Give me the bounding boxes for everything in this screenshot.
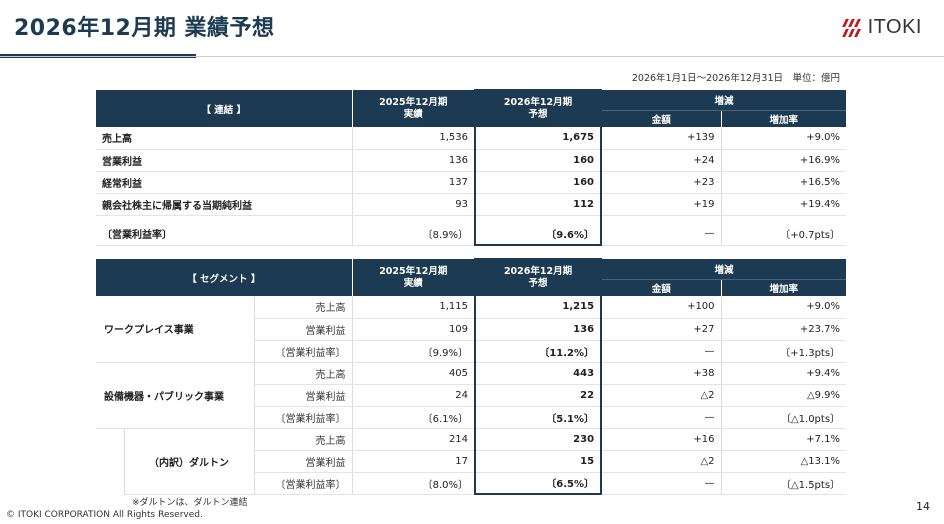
period-and-unit: 2026年1月1日～2026年12月31日 単位：億円 bbox=[631, 73, 840, 84]
header-prev-year: 2025年12月期 実績 bbox=[351, 259, 476, 296]
table-row: 営業利益 24 22 △2 △9.9% bbox=[96, 384, 847, 407]
header-rate: 増加率 bbox=[720, 109, 847, 127]
footnote: ※ダルトンは、ダルトン連結 bbox=[132, 498, 248, 508]
table-row: 〔営業利益率〕 〔6.1%〕 〔5.1%〕 — 〔△1.0pts〕 bbox=[96, 406, 847, 429]
table-row: 〔営業利益率〕 〔8.0%〕 〔6.5%〕 — 〔△1.5pts〕 bbox=[96, 472, 847, 495]
table-row: 〔営業利益率〕 〔9.9%〕 〔11.2%〕 — 〔+1.3pts〕 bbox=[96, 340, 847, 363]
logo-text: ITOKI bbox=[867, 16, 922, 38]
header-forecast: 2026年12月期 予想 bbox=[474, 89, 602, 127]
logo-mark-icon bbox=[841, 17, 864, 39]
table-row: 親会社株主に帰属する当期純利益 93 112 +19 +19.4% bbox=[96, 193, 847, 216]
table-row: 経常利益 137 160 +23 +16.5% bbox=[96, 171, 847, 194]
table-row-margin: 〔営業利益率〕 〔8.9%〕 〔9.6%〕 — 〔+0.7pts〕 bbox=[96, 223, 847, 246]
header-amount: 金額 bbox=[600, 278, 722, 296]
header-amount: 金額 bbox=[600, 109, 721, 127]
header-rate: 増加率 bbox=[720, 278, 847, 296]
table-row: ワークプレイス事業 売上高 1,115 1,215 +100 +9.0% bbox=[96, 296, 847, 363]
table-row: 営業利益 109 136 +27 +23.7% bbox=[96, 318, 847, 341]
title-divider bbox=[0, 56, 944, 57]
segment-section-header: 【 セグメント 】 bbox=[96, 259, 353, 296]
segment-table: 【 セグメント 】 2025年12月期 実績 2026年12月期 予想 増減 金額 … bbox=[96, 258, 847, 495]
page-title: 2026年12月期 業績予想 bbox=[14, 16, 275, 41]
segment-name: ワークプレイス事業 bbox=[96, 296, 254, 363]
header-prev-year: 2025年12月期 実績 bbox=[351, 90, 475, 127]
header-forecast: 2026年12月期 予想 bbox=[474, 258, 603, 296]
table-row: （内訳）ダルトン 売上高 214 230 +16 +7.1% bbox=[96, 428, 847, 495]
consolidated-table: 【 連結 】 2025年12月期 実績 2026年12月期 予想 増減 金額 増加率… bbox=[96, 89, 847, 246]
table-row: 設備機器・パブリック事業 売上高 405 443 +38 +9.4% bbox=[96, 362, 847, 429]
segment-name: 設備機器・パブリック事業 bbox=[96, 362, 254, 429]
page-number: 14 bbox=[916, 500, 930, 513]
segment-name: （内訳）ダルトン bbox=[123, 428, 254, 495]
table-row: 営業利益 136 160 +24 +16.9% bbox=[96, 149, 847, 172]
consolidated-section-header: 【 連結 】 bbox=[96, 90, 352, 127]
table-row: 売上高 1,536 1,675 +139 +9.0% bbox=[96, 127, 847, 150]
itoki-logo: ITOKI bbox=[841, 16, 922, 39]
header-change: 増減 bbox=[600, 90, 847, 110]
header-change: 増減 bbox=[600, 259, 847, 279]
copyright: © ITOKI CORPORATION All Rights Reserved. bbox=[6, 510, 203, 520]
table-row: 営業利益 17 15 △2 △13.1% bbox=[96, 450, 847, 473]
